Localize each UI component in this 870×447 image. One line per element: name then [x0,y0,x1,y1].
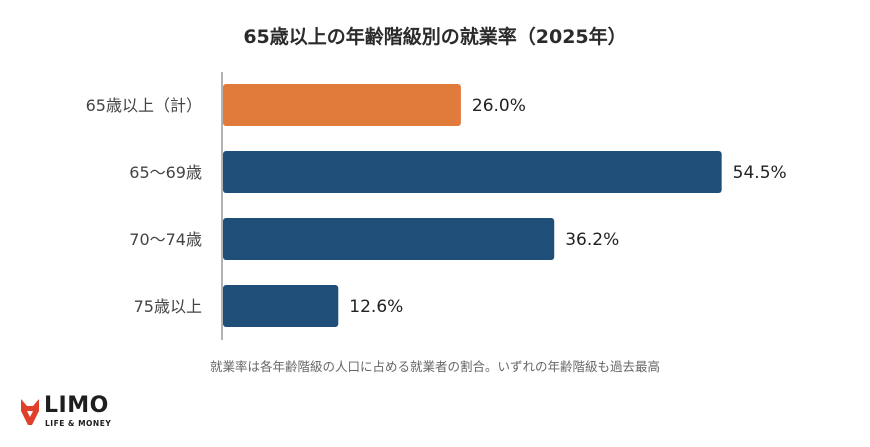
logo-tagline: LIFE & MONEY [45,419,112,428]
bar [223,151,722,193]
chart-title: 65歳以上の年齢階級別の就業率（2025年） [243,26,627,48]
value-label: 26.0% [472,96,526,116]
value-label: 12.6% [349,297,403,317]
limo-logo: LIMO LIFE & MONEY [18,393,138,435]
value-label: 54.5% [733,163,787,183]
chart-footnote: 就業率は各年齢階級の人口に占める就業者の割合。いずれの年齢階級も過去最高 [209,359,660,374]
bar [223,218,555,260]
category-label: 75歳以上 [134,297,202,316]
category-label: 65〜69歳 [129,163,202,182]
logo-wordmark: LIMO [44,393,109,418]
fox-icon [21,399,39,425]
category-label: 65歳以上（計） [86,96,202,115]
value-label: 36.2% [565,230,619,250]
category-label: 70〜74歳 [129,230,202,249]
bar [223,285,339,327]
bar [223,84,461,126]
